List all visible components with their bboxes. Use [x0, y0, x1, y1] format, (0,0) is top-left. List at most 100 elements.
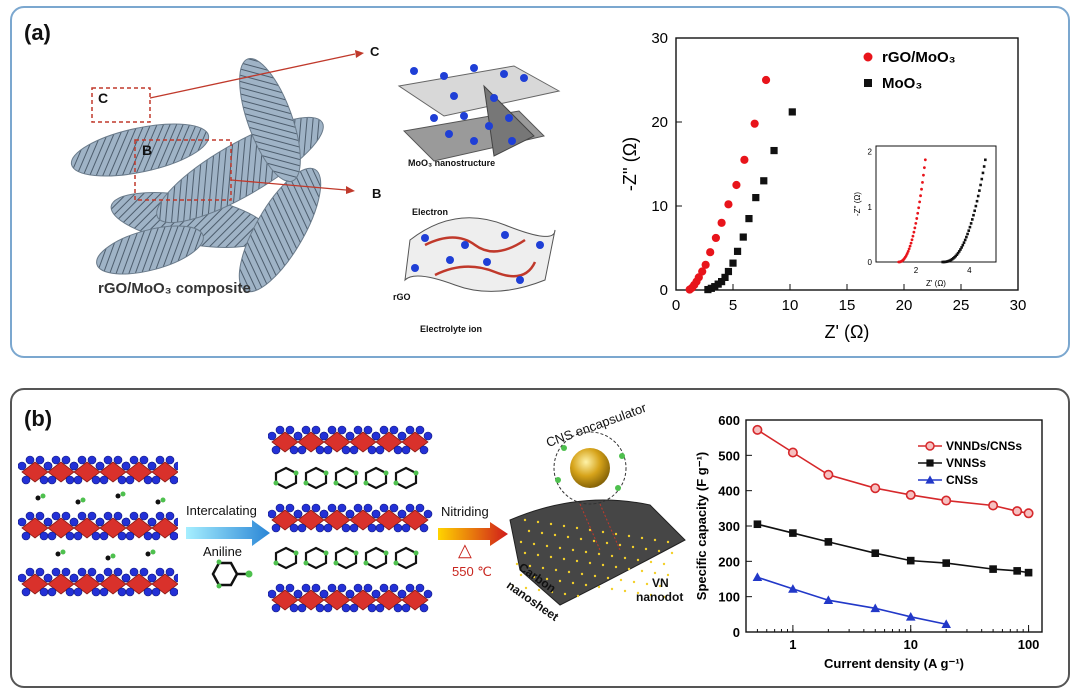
oxygen-atom [285, 425, 295, 435]
oxygen-atom [147, 461, 157, 471]
nanodot [532, 575, 536, 579]
intercalating-label: Intercalating [186, 503, 257, 518]
oxygen-atom [327, 425, 337, 435]
data-point [787, 447, 798, 458]
inset-point [906, 249, 910, 253]
nitrogen-atom [293, 550, 299, 556]
oxygen-atom [353, 425, 363, 435]
data-point [824, 538, 833, 546]
oxygen-atom [25, 567, 35, 577]
layered-oxide-structure [18, 455, 178, 597]
polyaniline-ring [364, 466, 388, 490]
oxygen-atom [87, 567, 97, 577]
oxygen-atom [293, 509, 303, 519]
nanodot [640, 569, 644, 573]
inset-y-tick-label: 2 [868, 148, 873, 157]
nitrogen-atom [333, 480, 339, 486]
legend-label: VNNSs [946, 456, 986, 470]
nanodot [562, 557, 566, 561]
x-tick-label: 10 [782, 297, 799, 314]
oxygen-atom [69, 461, 79, 471]
nitrogen-atom [413, 550, 419, 556]
composite-illustration [70, 50, 364, 293]
nitriding-label: Nitriding [441, 504, 489, 519]
nitrogen-atom [353, 550, 359, 556]
oxygen-atom [285, 583, 295, 593]
oxygen-atom [401, 445, 411, 455]
x-tick-label: 10 [903, 637, 917, 652]
cns-sphere [553, 431, 627, 505]
inset-point [919, 194, 922, 198]
nanodot [644, 547, 648, 551]
callout-c-label: C [370, 44, 380, 59]
oxygen-atom [405, 503, 415, 513]
oxygen-atom [155, 455, 165, 465]
data-point [698, 267, 707, 276]
inset-point [907, 247, 911, 251]
y-tick-label: 0 [733, 625, 740, 640]
oxygen-atom [21, 531, 31, 541]
nanodot [640, 536, 644, 540]
oxygen-atom [43, 461, 53, 471]
nanodot [636, 558, 640, 562]
data-point [1024, 568, 1033, 577]
nanodot [619, 578, 623, 582]
electron-label: Electron [412, 207, 449, 217]
oxygen-atom [125, 531, 135, 541]
inset-point [920, 187, 923, 191]
data-point [941, 495, 952, 506]
x-tick-label: 5 [729, 297, 737, 314]
nanodot [632, 580, 636, 584]
data-point [724, 267, 733, 276]
nanodot [549, 522, 553, 526]
oxygen-atom [103, 567, 113, 577]
oxygen-atom [405, 425, 415, 435]
oxygen-atom [285, 503, 295, 513]
legend-marker [925, 475, 935, 484]
nanodot [541, 566, 545, 570]
nanodot [593, 574, 597, 578]
inset-point [957, 250, 961, 253]
oxygen-atom [367, 603, 377, 613]
nanodot [636, 591, 640, 595]
polyaniline-ring [334, 546, 358, 570]
oxygen-atom [155, 511, 165, 521]
nanodot [576, 594, 580, 598]
oxygen-atom [35, 455, 45, 465]
nanodot [527, 529, 531, 533]
oxygen-atom [151, 531, 161, 541]
oxygen-atom [18, 517, 27, 527]
nanodot [614, 565, 618, 569]
oxygen-atom [311, 425, 321, 435]
oxygen-atom [367, 523, 377, 533]
oxygen-atom [103, 455, 113, 465]
inset-point [921, 180, 924, 184]
oxygen-atom [91, 475, 101, 485]
nitriding-arrow [438, 522, 508, 546]
oxygen-atom [169, 587, 178, 597]
oxygen-atom [103, 511, 113, 521]
inset-point [967, 229, 971, 232]
polyaniline-ring [304, 546, 328, 570]
intercalated-structure [268, 425, 433, 613]
capacity-chart: 0 100 200 300 400 500 600 1 10 100 Current density… [694, 413, 1043, 671]
water-molecule [120, 491, 126, 497]
nanodot [623, 589, 627, 593]
oxygen-atom [129, 455, 139, 465]
inset-point [956, 251, 960, 255]
oxygen-atom [315, 603, 325, 613]
water-molecule [80, 497, 86, 503]
panel-b-label: (b) [24, 406, 53, 431]
oxygen-atom [21, 587, 31, 597]
nanodot [597, 585, 601, 589]
nitrogen-atom [413, 470, 419, 476]
oxygen-atom [117, 531, 127, 541]
data-point [870, 603, 881, 613]
inset-point [922, 166, 926, 170]
nanodot [554, 568, 558, 572]
data-point [753, 520, 762, 529]
oxygen-atom [345, 431, 355, 441]
data-point [770, 146, 778, 155]
y-tick-label: 100 [718, 590, 740, 605]
oxygen-atom [51, 455, 61, 465]
